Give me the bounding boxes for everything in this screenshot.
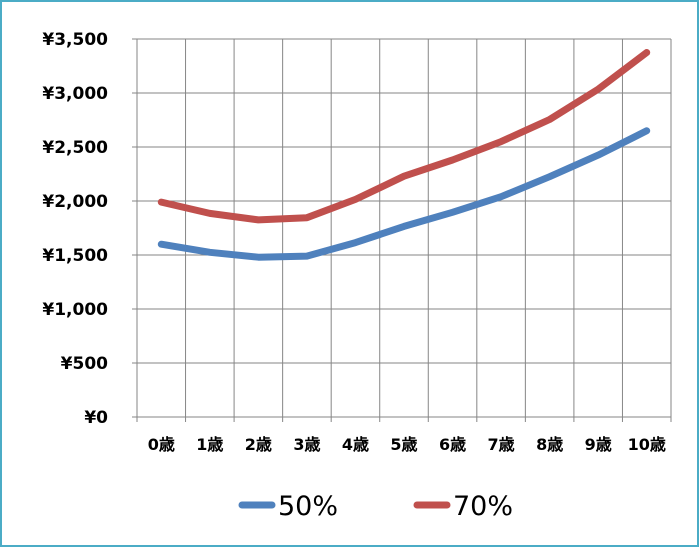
legend-label: 70%	[453, 491, 513, 522]
series-line-70	[157, 49, 651, 224]
legend-label: 50%	[278, 491, 338, 522]
y-tick-label: ¥3,000	[42, 84, 108, 104]
x-tick-label: 6歳	[439, 435, 466, 454]
x-tick-label: 3歳	[293, 435, 320, 454]
x-tick-label: 8歳	[536, 435, 563, 454]
x-tick-label: 2歳	[245, 435, 272, 454]
x-tick-label: 0歳	[148, 435, 175, 454]
x-tick-label: 4歳	[342, 435, 369, 454]
y-tick-label: ¥1,500	[42, 246, 108, 266]
x-tick-label: 7歳	[488, 435, 515, 454]
legend: 50% 70%	[238, 491, 513, 522]
y-tick-label: ¥2,500	[42, 138, 108, 158]
x-axis: 0歳 1歳 2歳 3歳 4歳 5歳 6歳 7歳 8歳 9歳 10歳	[148, 435, 666, 454]
series-lines	[157, 49, 651, 261]
y-tick-label: ¥1,000	[42, 300, 108, 320]
x-tick-label: 10歳	[628, 435, 666, 454]
y-tick-label: ¥500	[61, 354, 108, 374]
y-axis: ¥0 ¥500 ¥1,000 ¥1,500 ¥2,000 ¥2,500 ¥3,000 ¥3,5…	[42, 30, 108, 428]
y-tick-label: ¥2,000	[42, 192, 108, 212]
y-tick-label: ¥3,500	[42, 30, 108, 50]
x-tick-label: 9歳	[585, 435, 612, 454]
y-tick-label: ¥0	[84, 408, 108, 428]
series-line-50	[157, 127, 651, 261]
x-tick-label: 5歳	[390, 435, 417, 454]
grid	[132, 38, 672, 422]
x-tick-label: 1歳	[196, 435, 223, 454]
